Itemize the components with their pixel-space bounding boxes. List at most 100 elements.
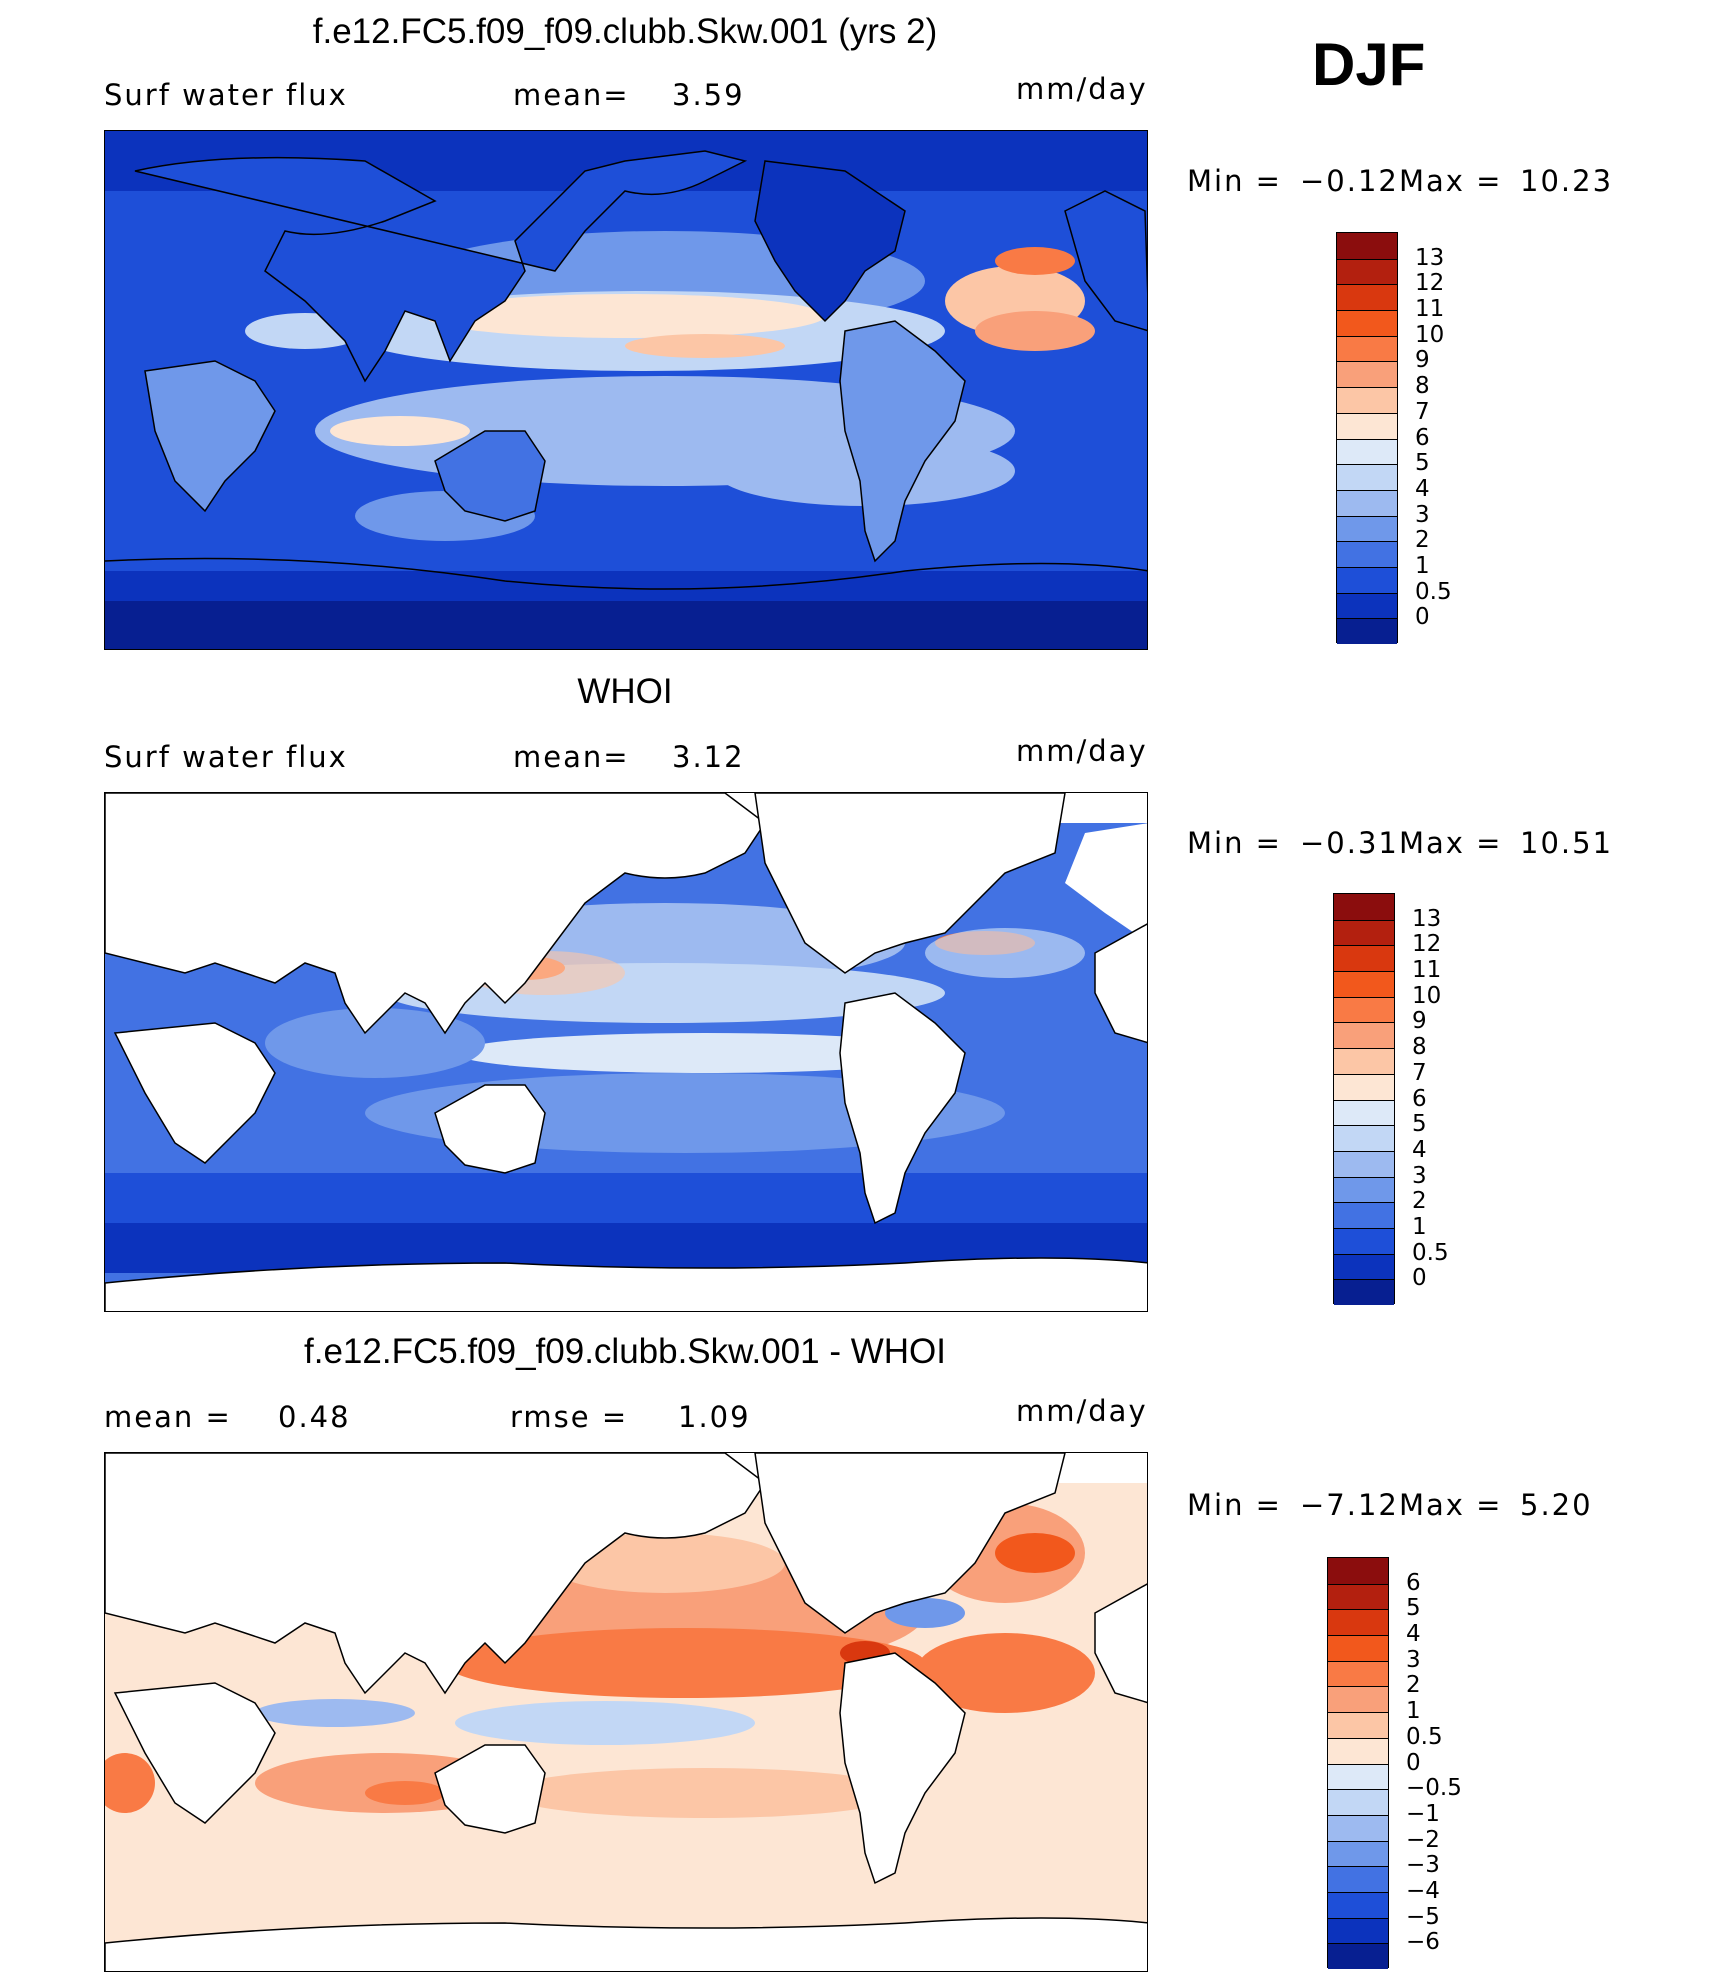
colorbar-tick-label: 0 bbox=[1415, 604, 1430, 631]
colorbar-swatch bbox=[1334, 1202, 1394, 1228]
colorbar-tick-label: 5 bbox=[1412, 1111, 1427, 1138]
colorbar-swatch bbox=[1334, 1150, 1394, 1177]
mean-label: mean = bbox=[104, 1400, 232, 1434]
map-difference bbox=[104, 1452, 1148, 1972]
max-label: Max = bbox=[1399, 164, 1503, 198]
colorbar: 13 12 11 10 9 8 7 6 5 4 3 2 1 0.5 0 bbox=[1333, 893, 1449, 1305]
colorbar-swatch bbox=[1334, 1227, 1394, 1254]
colorbar-tick-label: 10 bbox=[1412, 982, 1442, 1009]
colorbar-swatch bbox=[1337, 618, 1397, 644]
colorbar-tick-label: 0 bbox=[1406, 1749, 1421, 1776]
colorbar-tick-label: 9 bbox=[1415, 347, 1430, 374]
colorbar-swatch bbox=[1337, 258, 1397, 285]
colorbar-swatch bbox=[1328, 1737, 1388, 1764]
colorbar-tick-label: 4 bbox=[1415, 475, 1430, 502]
colorbar-swatch bbox=[1337, 541, 1397, 567]
colorbar-tick-label: 10 bbox=[1415, 321, 1445, 348]
colorbar-swatch bbox=[1334, 1176, 1394, 1203]
units-label: mm/day bbox=[1016, 1394, 1148, 1428]
colorbar-tick-label: 0 bbox=[1412, 1265, 1427, 1292]
mean-label: mean= bbox=[513, 78, 630, 112]
max-label: Max = bbox=[1399, 1488, 1503, 1522]
colorbar-tick-label: 0.5 bbox=[1415, 578, 1452, 605]
colorbar-tick-label: 2 bbox=[1412, 1188, 1427, 1215]
colorbar-tick-label: 0.5 bbox=[1412, 1239, 1449, 1266]
colorbar-swatch bbox=[1328, 1789, 1388, 1815]
colorbar-tick-label: 0.5 bbox=[1406, 1723, 1443, 1750]
colorbar-tick-label: −1 bbox=[1406, 1800, 1440, 1827]
colorbar-swatch bbox=[1337, 233, 1397, 259]
colorbar-swatch bbox=[1337, 566, 1397, 593]
colorbar-swatch bbox=[1328, 1583, 1388, 1610]
colorbar-swatch bbox=[1337, 310, 1397, 336]
min-value: −0.31 bbox=[1300, 826, 1399, 860]
max-label: Max = bbox=[1399, 826, 1503, 860]
colorbar-tick-label: 1 bbox=[1415, 552, 1430, 579]
rmse-value: 1.09 bbox=[678, 1400, 751, 1434]
max-value: 10.51 bbox=[1520, 826, 1614, 860]
mean-value: 0.48 bbox=[278, 1400, 351, 1434]
colorbar-tick-label: 8 bbox=[1415, 373, 1430, 400]
colorbar-swatch bbox=[1334, 1048, 1394, 1074]
panel-title: WHOI bbox=[577, 672, 673, 711]
min-label: Min = bbox=[1187, 826, 1282, 860]
colorbar-tick-label: 13 bbox=[1415, 244, 1445, 271]
variable-label: Surf water flux bbox=[104, 740, 348, 774]
colorbar-tick-label: 7 bbox=[1412, 1059, 1427, 1086]
colorbar-swatch bbox=[1337, 489, 1397, 516]
panel-title: f.e12.FC5.f09_f09.clubb.Skw.001 (yrs 2) bbox=[312, 12, 938, 51]
colorbar-swatch bbox=[1328, 1917, 1388, 1944]
colorbar-swatch bbox=[1328, 1943, 1388, 1969]
colorbar-swatch bbox=[1337, 438, 1397, 465]
colorbar-swatch bbox=[1334, 919, 1394, 946]
colorbar-swatch bbox=[1328, 1840, 1388, 1867]
min-label: Min = bbox=[1187, 164, 1282, 198]
units-label: mm/day bbox=[1016, 72, 1148, 106]
colorbar-swatch bbox=[1337, 335, 1397, 362]
colorbar-tick-label: 13 bbox=[1412, 905, 1442, 932]
min-value: −0.12 bbox=[1300, 164, 1399, 198]
mean-label: mean= bbox=[513, 740, 630, 774]
colorbar-tick-label: 3 bbox=[1412, 1162, 1427, 1189]
variable-label: Surf water flux bbox=[104, 78, 348, 112]
colorbar-tick-label: 5 bbox=[1415, 450, 1430, 477]
colorbar-swatch bbox=[1334, 1073, 1394, 1100]
map-observation bbox=[104, 792, 1148, 1312]
colorbar-tick-label: 5 bbox=[1406, 1595, 1421, 1622]
colorbar-tick-label: 1 bbox=[1412, 1213, 1427, 1240]
colorbar-swatch bbox=[1328, 1686, 1388, 1713]
colorbar-tick-label: 6 bbox=[1412, 1085, 1427, 1112]
map-model bbox=[104, 130, 1148, 650]
colorbar-swatch bbox=[1334, 1099, 1394, 1126]
colorbar-tick-label: 3 bbox=[1415, 501, 1430, 528]
colorbar-tick-label: 6 bbox=[1415, 424, 1430, 451]
colorbar-tick-label: 12 bbox=[1412, 931, 1442, 958]
colorbar-tick-label: −5 bbox=[1406, 1903, 1440, 1930]
rmse-label: rmse = bbox=[510, 1400, 629, 1434]
colorbar-tick-label: −0.5 bbox=[1406, 1775, 1462, 1802]
colorbar-swatch bbox=[1334, 945, 1394, 972]
mean-value: 3.12 bbox=[672, 740, 745, 774]
season-label: DJF bbox=[1312, 31, 1426, 98]
colorbar-tick-label: 4 bbox=[1406, 1621, 1421, 1648]
colorbar-swatch bbox=[1337, 284, 1397, 311]
colorbar-swatch bbox=[1337, 464, 1397, 490]
colorbar-swatch bbox=[1337, 515, 1397, 542]
colorbar-swatch bbox=[1337, 387, 1397, 413]
colorbar-tick-label: −4 bbox=[1406, 1877, 1440, 1904]
colorbar-tick-label: 1 bbox=[1406, 1698, 1421, 1725]
colorbar-swatch bbox=[1334, 1125, 1394, 1151]
colorbar-tick-label: 11 bbox=[1415, 296, 1445, 323]
colorbar-tick-label: 7 bbox=[1415, 398, 1430, 425]
colorbar-swatch bbox=[1337, 592, 1397, 619]
colorbar-tick-label: 6 bbox=[1406, 1569, 1421, 1596]
colorbar-swatch bbox=[1334, 894, 1394, 920]
colorbar-swatch bbox=[1334, 996, 1394, 1023]
mean-value: 3.59 bbox=[672, 78, 745, 112]
colorbar-swatch bbox=[1328, 1891, 1388, 1918]
colorbar-swatch bbox=[1328, 1660, 1388, 1687]
colorbar-tick-label: −2 bbox=[1406, 1826, 1440, 1853]
colorbar-tick-label: 9 bbox=[1412, 1008, 1427, 1035]
colorbar: 6 5 4 3 2 1 0.5 0 −0.5 −1 −2 −3 −4 −5 −6 bbox=[1327, 1557, 1462, 1969]
colorbar-swatch bbox=[1337, 361, 1397, 388]
